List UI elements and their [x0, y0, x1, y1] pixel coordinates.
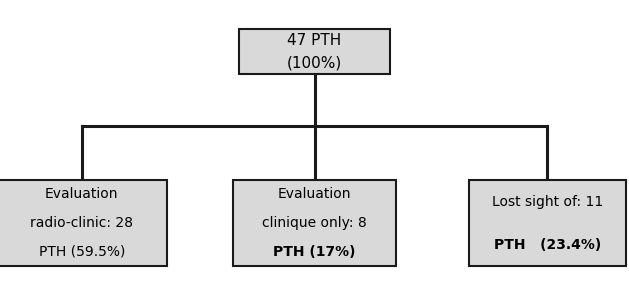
Text: Evaluation: Evaluation — [45, 188, 118, 201]
Text: (100%): (100%) — [287, 55, 342, 70]
Text: Evaluation: Evaluation — [278, 188, 351, 201]
FancyBboxPatch shape — [0, 180, 167, 266]
FancyBboxPatch shape — [469, 180, 626, 266]
Text: 47 PTH: 47 PTH — [287, 33, 342, 47]
Text: PTH   (23.4%): PTH (23.4%) — [494, 238, 601, 251]
Text: clinique only: 8: clinique only: 8 — [262, 216, 367, 230]
Text: PTH (59.5%): PTH (59.5%) — [38, 245, 125, 259]
Text: radio-clinic: 28: radio-clinic: 28 — [30, 216, 133, 230]
FancyBboxPatch shape — [233, 180, 396, 266]
Text: Lost sight of: 11: Lost sight of: 11 — [492, 195, 603, 208]
FancyBboxPatch shape — [239, 29, 390, 74]
Text: PTH (17%): PTH (17%) — [273, 245, 356, 259]
